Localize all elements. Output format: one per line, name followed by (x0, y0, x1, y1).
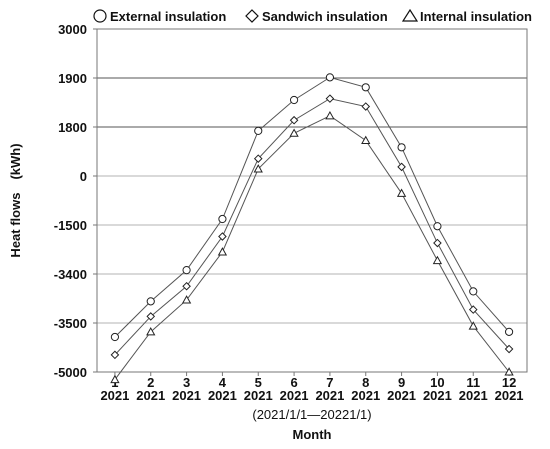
x-tick-label-month: 6 (290, 375, 297, 390)
data-point (396, 188, 407, 197)
legend: External insulation Sandwich insulation In… (93, 8, 532, 24)
x-tick-label-month: 8 (362, 375, 369, 390)
data-point (432, 255, 443, 265)
x-axis-range-note: (2021/1/1—20221/1) (252, 407, 371, 422)
data-point (433, 222, 442, 231)
data-point (504, 344, 514, 354)
series-layer (110, 73, 514, 384)
legend-item: External insulation (93, 9, 226, 24)
data-point (182, 266, 191, 275)
series-circle (110, 73, 514, 342)
y-tick-labels: 3000 1900 1800 0 -1500 -3400 -3500 -5000 (54, 22, 97, 380)
y-tick-label: 1900 (58, 71, 87, 86)
legend-item: Sandwich insulation (245, 9, 388, 24)
data-point (325, 110, 335, 120)
data-point (325, 94, 335, 103)
y-tick-label: 0 (80, 169, 87, 184)
x-tick-label-year: 2021 (208, 388, 237, 403)
data-point (289, 115, 299, 125)
data-point (433, 238, 442, 248)
series-line (114, 98, 510, 356)
x-tick-label-year: 2021 (423, 388, 452, 403)
y-tick-label: -5000 (54, 365, 87, 380)
x-tick-label-year: 2021 (387, 388, 416, 403)
x-tick-label-year: 2021 (136, 388, 165, 403)
data-point (110, 374, 120, 384)
x-tick-label-month: 12 (502, 375, 516, 390)
legend-circle-icon (93, 9, 107, 23)
data-point (504, 327, 514, 336)
data-point (181, 295, 192, 304)
data-point (361, 83, 370, 92)
plot-frame (96, 28, 528, 373)
data-point (325, 73, 335, 82)
series-line (114, 115, 510, 380)
data-point (289, 128, 299, 137)
y-tick-label: 3000 (58, 22, 87, 37)
y-tick-label: -1500 (54, 218, 87, 233)
x-tick-label-year: 2021 (172, 388, 201, 403)
data-point (110, 332, 120, 342)
series-triangle (110, 110, 514, 384)
data-point (469, 287, 478, 296)
data-point (110, 350, 120, 360)
x-tick-label-year: 2021 (351, 388, 380, 403)
legend-item: Internal insulation (401, 8, 532, 24)
data-point (361, 135, 371, 145)
x-tick-label-month: 4 (219, 375, 227, 390)
data-point (218, 214, 227, 224)
data-point (146, 312, 156, 321)
grid-lines (97, 77, 527, 324)
series-line (114, 76, 510, 338)
data-point (397, 143, 406, 152)
data-point (253, 154, 263, 163)
legend-label: External insulation (110, 9, 226, 24)
x-axis-label: Month (293, 427, 332, 442)
y-tick-label: -3400 (54, 267, 87, 282)
data-point (218, 232, 227, 241)
x-tick-labels: 1202122021320214202152021620217202182021… (100, 372, 524, 403)
legend-label: Sandwich insulation (262, 9, 388, 24)
x-tick-label-month: 10 (430, 375, 444, 390)
x-tick-label-month: 7 (326, 375, 333, 390)
data-point (468, 321, 478, 330)
data-point (146, 297, 155, 306)
x-tick-label-month: 2 (147, 375, 154, 390)
y-axis-label: Heat flows (kWh) (8, 143, 23, 257)
y-tick-label: 1800 (58, 120, 87, 135)
x-tick-label-month: 5 (255, 375, 262, 390)
x-tick-label-year: 2021 (459, 388, 488, 403)
data-point (468, 305, 478, 314)
x-tick-label-month: 11 (466, 375, 480, 390)
data-point (289, 95, 299, 105)
legend-label: Internal insulation (420, 9, 532, 24)
x-tick-label-year: 2021 (495, 388, 524, 403)
data-point (361, 102, 371, 111)
y-tick-label: -3500 (54, 316, 87, 331)
data-point (253, 164, 263, 173)
legend-diamond-icon (245, 9, 259, 23)
data-point (397, 162, 406, 172)
data-point (217, 247, 228, 256)
x-tick-label-year: 2021 (100, 388, 129, 403)
data-point (182, 281, 191, 291)
x-tick-label-year: 2021 (280, 388, 309, 403)
x-tick-label-year: 2021 (244, 388, 273, 403)
legend-triangle-icon (401, 8, 419, 22)
x-tick-label-month: 3 (183, 375, 190, 390)
series-diamond (110, 94, 514, 360)
x-tick-label-month: 9 (398, 375, 405, 390)
data-point (504, 367, 514, 376)
data-point (254, 126, 263, 135)
x-tick-label-year: 2021 (315, 388, 344, 403)
data-point (146, 327, 156, 336)
